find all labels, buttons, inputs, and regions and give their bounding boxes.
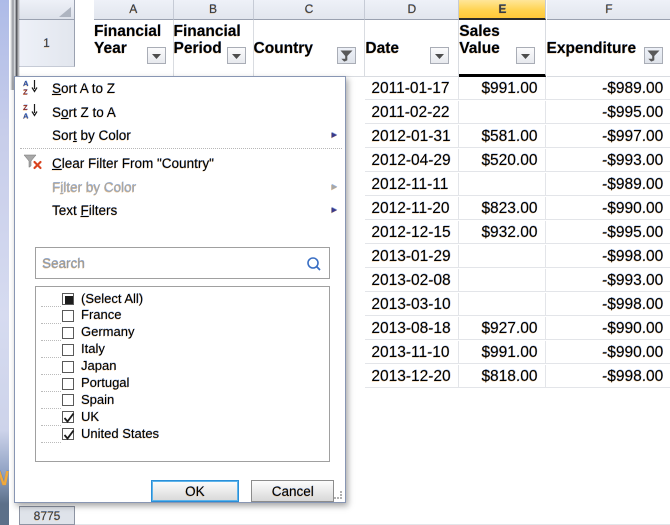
svg-text:A: A <box>23 111 29 120</box>
svg-text:Z: Z <box>23 88 28 97</box>
